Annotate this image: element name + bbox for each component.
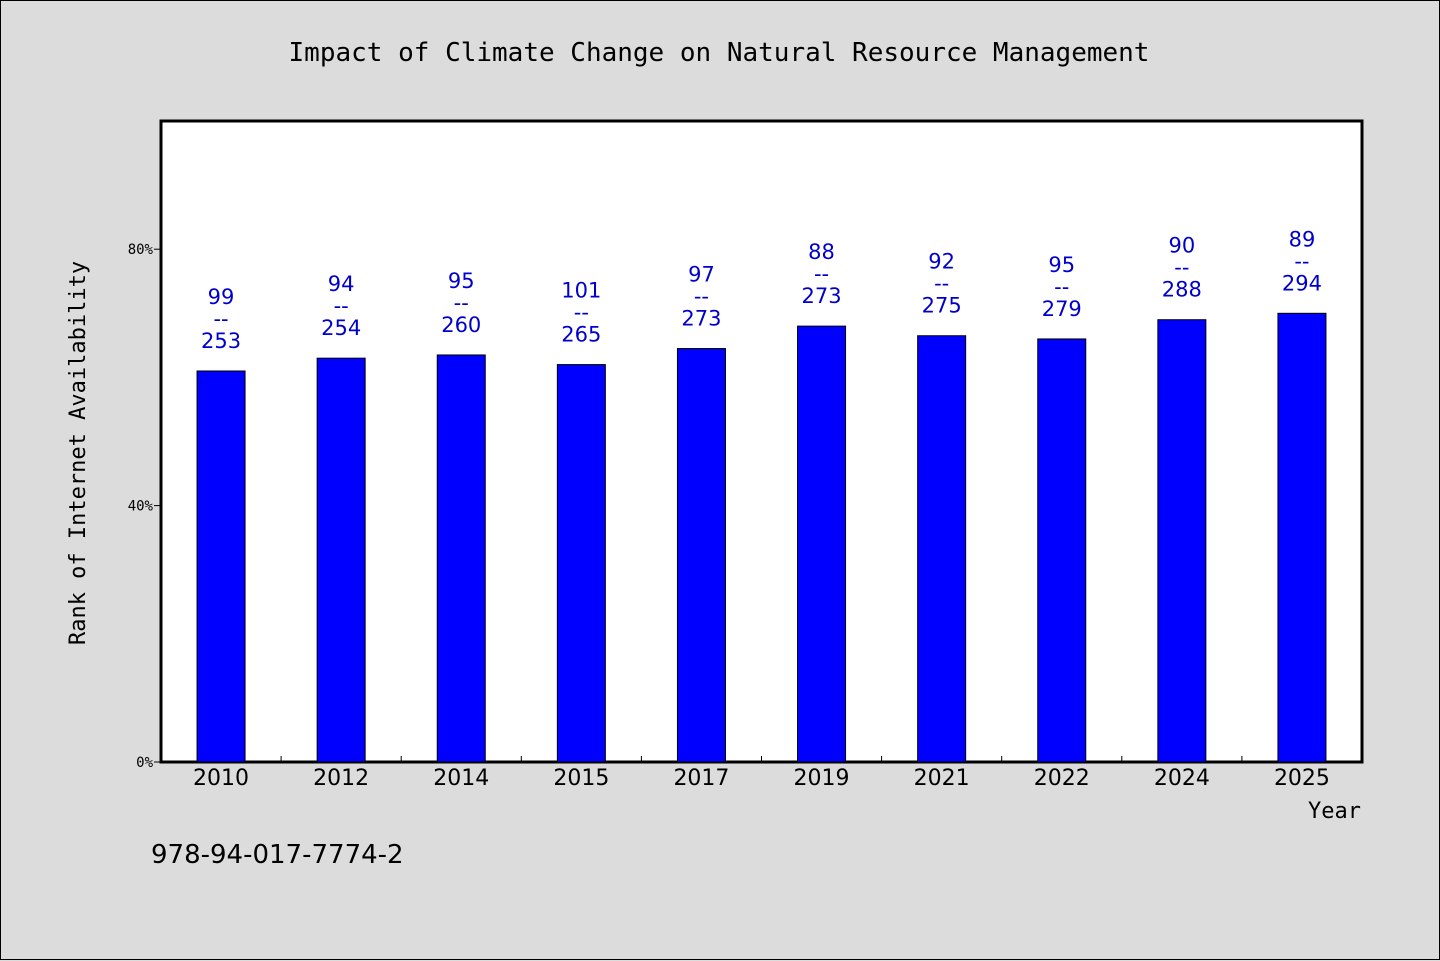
x-tick-label: 2015 — [553, 766, 609, 791]
x-tick-label: 2024 — [1154, 766, 1210, 791]
bar-label-top: 95 — [448, 269, 475, 293]
bar-label-separator: -- — [694, 285, 709, 309]
bar-label-top: 97 — [688, 263, 715, 287]
bar — [1037, 338, 1087, 763]
bar-label-bottom: 254 — [321, 316, 361, 340]
bar — [676, 348, 726, 763]
bar-label-bottom: 265 — [561, 323, 601, 347]
bar-label-top: 89 — [1289, 227, 1316, 251]
bar-label-top: 95 — [1048, 253, 1075, 277]
bar — [196, 370, 246, 763]
bar-label-separator: -- — [934, 272, 949, 296]
x-tick-label: 2017 — [673, 766, 729, 791]
bar-label-separator: -- — [574, 301, 589, 325]
bar — [917, 335, 967, 763]
bar — [436, 354, 486, 763]
x-tick-label: 2012 — [313, 766, 369, 791]
x-tick-label: 2019 — [794, 766, 850, 791]
bar-label-bottom: 294 — [1282, 271, 1322, 295]
bar-series — [196, 312, 1327, 763]
bar-label-top: 88 — [808, 240, 835, 264]
bar-label-top: 94 — [328, 272, 355, 296]
y-tick-label: 0% — [136, 755, 153, 771]
bar-label-separator: -- — [334, 294, 349, 318]
y-tick-label: 40% — [128, 499, 154, 515]
bar-label-bottom: 273 — [802, 284, 842, 308]
bar-label-separator: -- — [454, 291, 469, 315]
bar-label-top: 92 — [928, 250, 955, 274]
y-axis: 0% 40% 80% — [128, 242, 161, 771]
bar-label-bottom: 253 — [201, 329, 241, 353]
bar-label-separator: -- — [1294, 249, 1309, 273]
x-tick-label: 2021 — [914, 766, 970, 791]
x-tick-label: 2022 — [1034, 766, 1090, 791]
x-axis-label: Year — [1308, 799, 1361, 824]
bar-label-separator: -- — [1054, 275, 1069, 299]
x-axis: 2010 2012 2014 2015 2017 2019 2021 2022 2024 2025 — [193, 756, 1330, 791]
bar-label-top: 90 — [1168, 234, 1195, 258]
x-tick-label: 2014 — [433, 766, 489, 791]
bar — [316, 357, 366, 763]
bar-label-bottom: 260 — [441, 313, 481, 337]
bar-labels: 99--25394--25495--260101--26597--27388--… — [201, 227, 1322, 353]
y-tick-label: 80% — [128, 242, 154, 258]
bar-label-bottom: 288 — [1162, 278, 1202, 302]
bar — [1277, 312, 1327, 763]
x-tick-label: 2025 — [1274, 766, 1330, 791]
bar-label-top: 101 — [561, 279, 601, 303]
bar-label-top: 99 — [208, 285, 235, 309]
bar-label-separator: -- — [1174, 256, 1189, 280]
bar-label-bottom: 273 — [681, 307, 721, 331]
bar — [556, 364, 606, 763]
isbn-text: 978-94-017-7774-2 — [151, 840, 404, 870]
bar-label-bottom: 279 — [1042, 297, 1082, 321]
bar — [797, 325, 847, 763]
x-tick-label: 2010 — [193, 766, 249, 791]
y-axis-label: Rank of Internet Availability — [66, 261, 91, 645]
bar — [1157, 319, 1207, 763]
chart-title: Impact of Climate Change on Natural Reso… — [289, 38, 1150, 68]
bar-label-separator: -- — [213, 307, 228, 331]
bar-label-separator: -- — [814, 262, 829, 286]
bar-label-bottom: 275 — [922, 294, 962, 318]
